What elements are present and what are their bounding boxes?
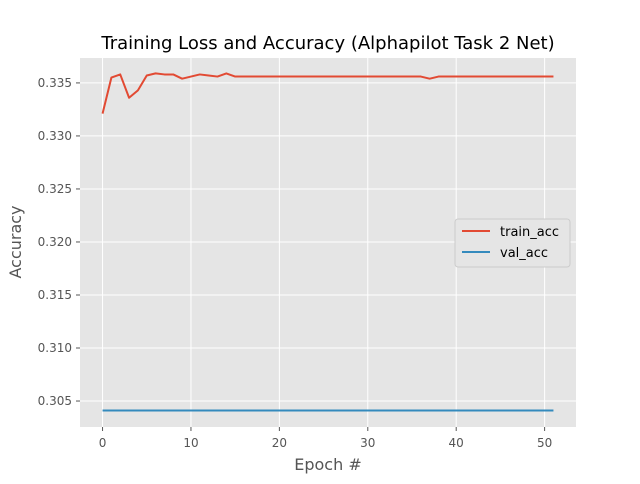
series-lines [101, 72, 554, 412]
axis-ticks: 0 10 20 30 40 50 0.305 0.310 0.315 0.320 0.325 0.33… [38, 76, 553, 450]
y-tick-label: 0.330 [38, 129, 72, 143]
legend-label-val-acc: val_acc [500, 246, 548, 261]
series-line-train-acc [101, 72, 554, 114]
legend: train_acc val_acc [454, 218, 571, 268]
x-tick-label: 50 [537, 436, 552, 450]
y-tick-label: 0.305 [38, 394, 72, 408]
x-tick-label: 40 [449, 436, 464, 450]
x-tick-label: 20 [272, 436, 287, 450]
chart-title: Training Loss and Accuracy (Alphapilot T… [100, 33, 554, 54]
x-tick-label: 0 [99, 436, 107, 450]
y-tick-label: 0.320 [38, 235, 72, 249]
y-axis-label: Accuracy [6, 205, 25, 278]
x-tick-label: 30 [360, 436, 375, 450]
legend-label-train-acc: train_acc [500, 225, 559, 240]
x-tick-label: 10 [183, 436, 198, 450]
y-tick-label: 0.315 [38, 288, 72, 302]
x-axis-label: Epoch # [294, 455, 361, 474]
y-tick-label: 0.325 [38, 182, 72, 196]
y-tick-label: 0.310 [38, 341, 72, 355]
y-tick-label: 0.335 [38, 76, 72, 90]
